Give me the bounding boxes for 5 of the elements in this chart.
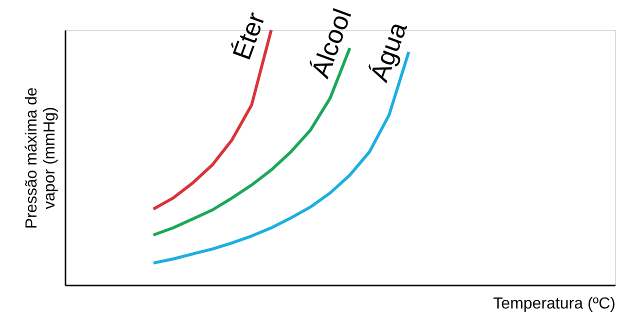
text: Água <box>364 18 413 86</box>
text: Éter <box>226 8 271 64</box>
x-axis-title: Temperatura (ºC) <box>493 296 616 312</box>
y-axis-title: Pressão máxima de vapor (mmHg) <box>24 87 58 229</box>
text: Álcool <box>304 4 358 82</box>
